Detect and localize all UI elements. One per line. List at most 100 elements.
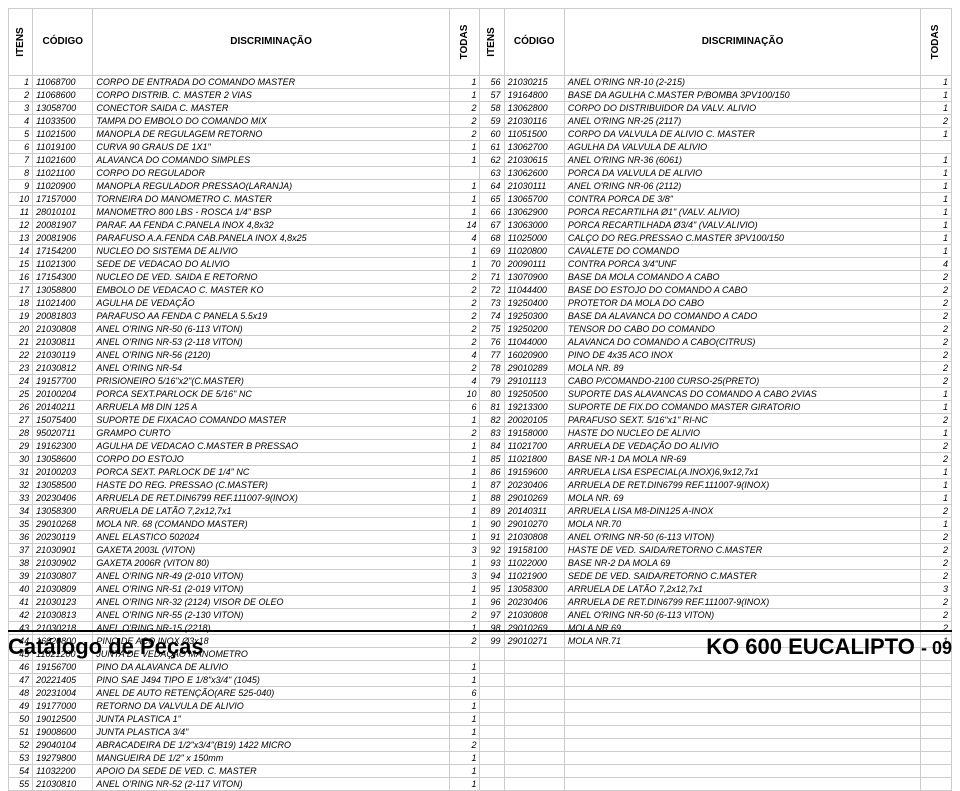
cell: 1 xyxy=(449,76,480,89)
cell: NUCLEO DE VED. SAIDA E RETORNO xyxy=(93,271,449,284)
cell: ARRUELA DE RET.DIN6799 REF.111007-9(INOX… xyxy=(93,492,449,505)
cell: 11021300 xyxy=(33,258,93,271)
cell: 1 xyxy=(449,674,480,687)
cell: 13062600 xyxy=(504,167,564,180)
cell xyxy=(449,167,480,180)
cell: 22 xyxy=(9,349,33,362)
cell: JUNTA PLASTICA 3/4" xyxy=(93,726,449,739)
cell: 4 xyxy=(921,258,952,271)
footer-catalog-title: Catálogo de Peças xyxy=(8,634,204,660)
cell: APOIO DA SEDE DE VED. C. MASTER xyxy=(93,765,449,778)
cell: 6 xyxy=(9,141,33,154)
cell: 1 xyxy=(921,479,952,492)
cell: 50 xyxy=(9,713,33,726)
col-itens-2: ITENS xyxy=(480,9,504,76)
cell: CORPO DA VALVULA DE ALIVIO C. MASTER xyxy=(564,128,920,141)
cell: 19177000 xyxy=(33,700,93,713)
cell: 13062900 xyxy=(504,206,564,219)
cell: 20020105 xyxy=(504,414,564,427)
cell: PARAFUSO A.A.FENDA CAB.PANELA INOX 4,8x2… xyxy=(93,232,449,245)
cell: 13058600 xyxy=(33,453,93,466)
cell: 80 xyxy=(480,388,504,401)
cell: 2 xyxy=(921,323,952,336)
cell: MANOPLA REGULADOR PRESSAO(LARANJA) xyxy=(93,180,449,193)
cell: 13058500 xyxy=(33,479,93,492)
cell: 31 xyxy=(9,466,33,479)
cell: 20230119 xyxy=(33,531,93,544)
table-row: 5229040104ABRACADEIRA DE 1/2"x3/4"(B19) … xyxy=(9,739,952,752)
cell: CONECTOR SAIDA C. MASTER xyxy=(93,102,449,115)
cell: 2 xyxy=(449,310,480,323)
header-row: ITENS CÓDIGO DISCRIMINAÇÃO TODAS ITENS C… xyxy=(9,9,952,76)
cell: 21030615 xyxy=(504,154,564,167)
cell: ANEL O'RING NR-50 (6-113 VITON) xyxy=(93,323,449,336)
col-itens-1: ITENS xyxy=(9,9,33,76)
cell: 2 xyxy=(921,362,952,375)
cell: 1 xyxy=(449,765,480,778)
cell: 91 xyxy=(480,531,504,544)
cell: 1 xyxy=(921,154,952,167)
cell: 2 xyxy=(921,115,952,128)
cell: 18 xyxy=(9,297,33,310)
cell: 5 xyxy=(9,128,33,141)
cell: TENSOR DO CABO DO COMANDO xyxy=(564,323,920,336)
table-row: 211068600CORPO DISTRIB. C. MASTER 2 VIAS… xyxy=(9,89,952,102)
cell: 94 xyxy=(480,570,504,583)
cell: 1 xyxy=(921,401,952,414)
col-todas-1: TODAS xyxy=(449,9,480,76)
cell: MOLA NR. 69 xyxy=(564,492,920,505)
cell: 2 xyxy=(449,271,480,284)
cell: 20230406 xyxy=(504,479,564,492)
cell: 32 xyxy=(9,479,33,492)
cell: 71 xyxy=(480,271,504,284)
cell xyxy=(504,778,564,791)
cell: 33 xyxy=(9,492,33,505)
cell: 2 xyxy=(449,323,480,336)
cell: 21030902 xyxy=(33,557,93,570)
cell xyxy=(564,765,920,778)
cell: 19159600 xyxy=(504,466,564,479)
cell: 1 xyxy=(921,466,952,479)
cell: 1 xyxy=(449,531,480,544)
cell: MOLA NR.70 xyxy=(564,518,920,531)
cell xyxy=(921,674,952,687)
cell: 11 xyxy=(9,206,33,219)
table-row: 5019012500JUNTA PLASTICA 1"1 xyxy=(9,713,952,726)
table-row: 811021100CORPO DO REGULADOR6313062600POR… xyxy=(9,167,952,180)
table-row: 3821030902GAXETA 2006R (VITON 80)1931102… xyxy=(9,557,952,570)
cell: 3 xyxy=(9,102,33,115)
cell xyxy=(504,700,564,713)
cell: 1 xyxy=(449,206,480,219)
cell: 11021600 xyxy=(33,154,93,167)
cell: 78 xyxy=(480,362,504,375)
cell: 1 xyxy=(921,206,952,219)
table-row: 911020900MANOPLA REGULADOR PRESSAO(LARAN… xyxy=(9,180,952,193)
cell: 11021800 xyxy=(504,453,564,466)
cell: 11051500 xyxy=(504,128,564,141)
cell: SUPORTE DAS ALAVANCAS DO COMANDO A CABO … xyxy=(564,388,920,401)
cell xyxy=(564,739,920,752)
table-row: 1417154200NUCLEO DO SISTEMA DE ALIVIO169… xyxy=(9,245,952,258)
cell: 72 xyxy=(480,284,504,297)
cell: 21 xyxy=(9,336,33,349)
cell: 16 xyxy=(9,271,33,284)
cell: BASE DO ESTOJO DO COMANDO A CABO xyxy=(564,284,920,297)
cell xyxy=(921,765,952,778)
cell: 19250200 xyxy=(504,323,564,336)
cell: 20140311 xyxy=(504,505,564,518)
cell: 21030809 xyxy=(33,583,93,596)
cell: 21030119 xyxy=(33,349,93,362)
cell: 2 xyxy=(921,453,952,466)
cell: 21030808 xyxy=(504,609,564,622)
cell: ALAVANCA DO COMANDO A CABO(CITRUS) xyxy=(564,336,920,349)
cell: ANEL O'RING NR-54 xyxy=(93,362,449,375)
cell: GAXETA 2003L (VITON) xyxy=(93,544,449,557)
cell: CORPO DE ENTRADA DO COMANDO MASTER xyxy=(93,76,449,89)
cell: 1 xyxy=(921,193,952,206)
table-row: 2121030811ANEL O'RING NR-53 (2-118 VITON… xyxy=(9,336,952,349)
cell: 11021700 xyxy=(504,440,564,453)
cell: 20081906 xyxy=(33,232,93,245)
cell: 6 xyxy=(449,687,480,700)
cell: 2 xyxy=(921,557,952,570)
cell xyxy=(504,765,564,778)
